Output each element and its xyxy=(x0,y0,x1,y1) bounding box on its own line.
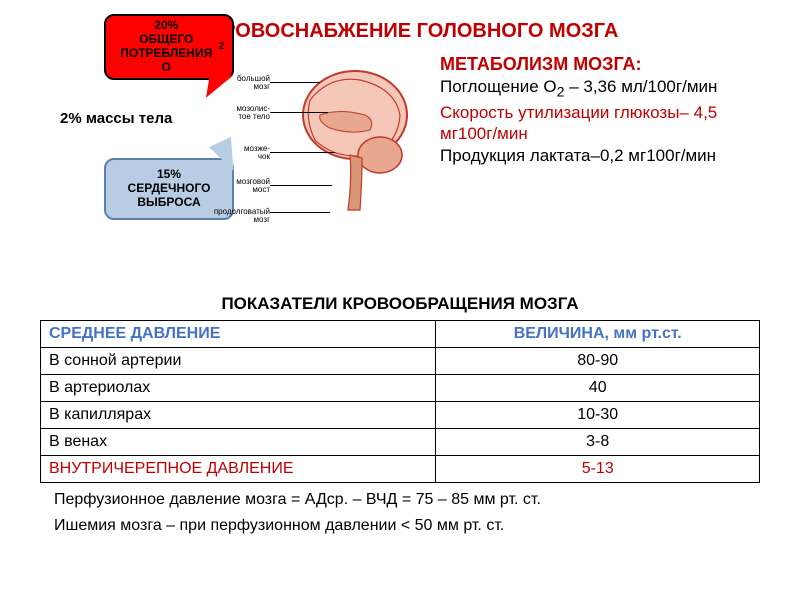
pressure-name: В артериолах xyxy=(41,375,436,402)
brain-part-label: мозолис-тое тело xyxy=(210,105,270,121)
pressure-name: В венах xyxy=(41,429,436,456)
brain-part-label: мозже-чок xyxy=(210,145,270,161)
main-title: КРОВОСНАБЖЕНИЕ ГОЛОВНОГО МОЗГА xyxy=(210,20,618,43)
brain-part-label: продолговатыймозг xyxy=(210,208,270,224)
pressure-value: 5-13 xyxy=(436,456,760,483)
brain-diagram: большоймозг мозолис-тое тело мозже-чок мозг… xyxy=(210,60,410,230)
pressure-value: 10-30 xyxy=(436,402,760,429)
formula-line: Перфузионное давление мозга = АДср. – ВЧ… xyxy=(54,491,760,509)
pressure-value: 3-8 xyxy=(436,429,760,456)
table-header: СРЕДНЕЕ ДАВЛЕНИЕ xyxy=(41,321,436,348)
table-row: В капиллярах10-30 xyxy=(41,402,760,429)
pressure-value: 80-90 xyxy=(436,348,760,375)
metabolism-line: Поглощение О2 – 3,36 мл/100г/мин xyxy=(440,77,750,101)
metabolism-line: Скорость утилизации глюкозы– 4,5 мг100г/… xyxy=(440,103,750,144)
body-mass-label: 2% массы тела xyxy=(60,110,172,127)
table-title: ПОКАЗАТЕЛИ КРОВООБРАЩЕНИЯ МОЗГА xyxy=(40,294,760,314)
pressure-name: В капиллярах xyxy=(41,402,436,429)
metabolism-title: МЕТАБОЛИЗМ МОЗГА: xyxy=(440,54,750,75)
table-row: В сонной артерии80-90 xyxy=(41,348,760,375)
pressure-value: 40 xyxy=(436,375,760,402)
brain-icon xyxy=(280,60,410,230)
table-row: В артериолах40 xyxy=(41,375,760,402)
pressure-table: СРЕДНЕЕ ДАВЛЕНИЕВЕЛИЧИНА, мм рт.ст. В со… xyxy=(40,320,760,483)
brain-part-label: большоймозг xyxy=(210,75,270,91)
formulas-block: Перфузионное давление мозга = АДср. – ВЧ… xyxy=(40,491,760,535)
table-row: В венах3-8 xyxy=(41,429,760,456)
metabolism-block: МЕТАБОЛИЗМ МОЗГА: Поглощение О2 – 3,36 м… xyxy=(440,54,750,167)
top-area: КРОВОСНАБЖЕНИЕ ГОЛОВНОГО МОЗГА 20%ОБЩЕГО… xyxy=(40,14,760,294)
brain-part-label: мозговоймост xyxy=(210,178,270,194)
formula-line: Ишемия мозга – при перфузионном давлении… xyxy=(54,517,760,535)
pressure-name: В сонной артерии xyxy=(41,348,436,375)
metabolism-line: Продукция лактата–0,2 мг100г/мин xyxy=(440,146,750,166)
table-row: ВНУТРИЧЕРЕПНОЕ ДАВЛЕНИЕ5-13 xyxy=(41,456,760,483)
pressure-name: ВНУТРИЧЕРЕПНОЕ ДАВЛЕНИЕ xyxy=(41,456,436,483)
table-header: ВЕЛИЧИНА, мм рт.ст. xyxy=(436,321,760,348)
